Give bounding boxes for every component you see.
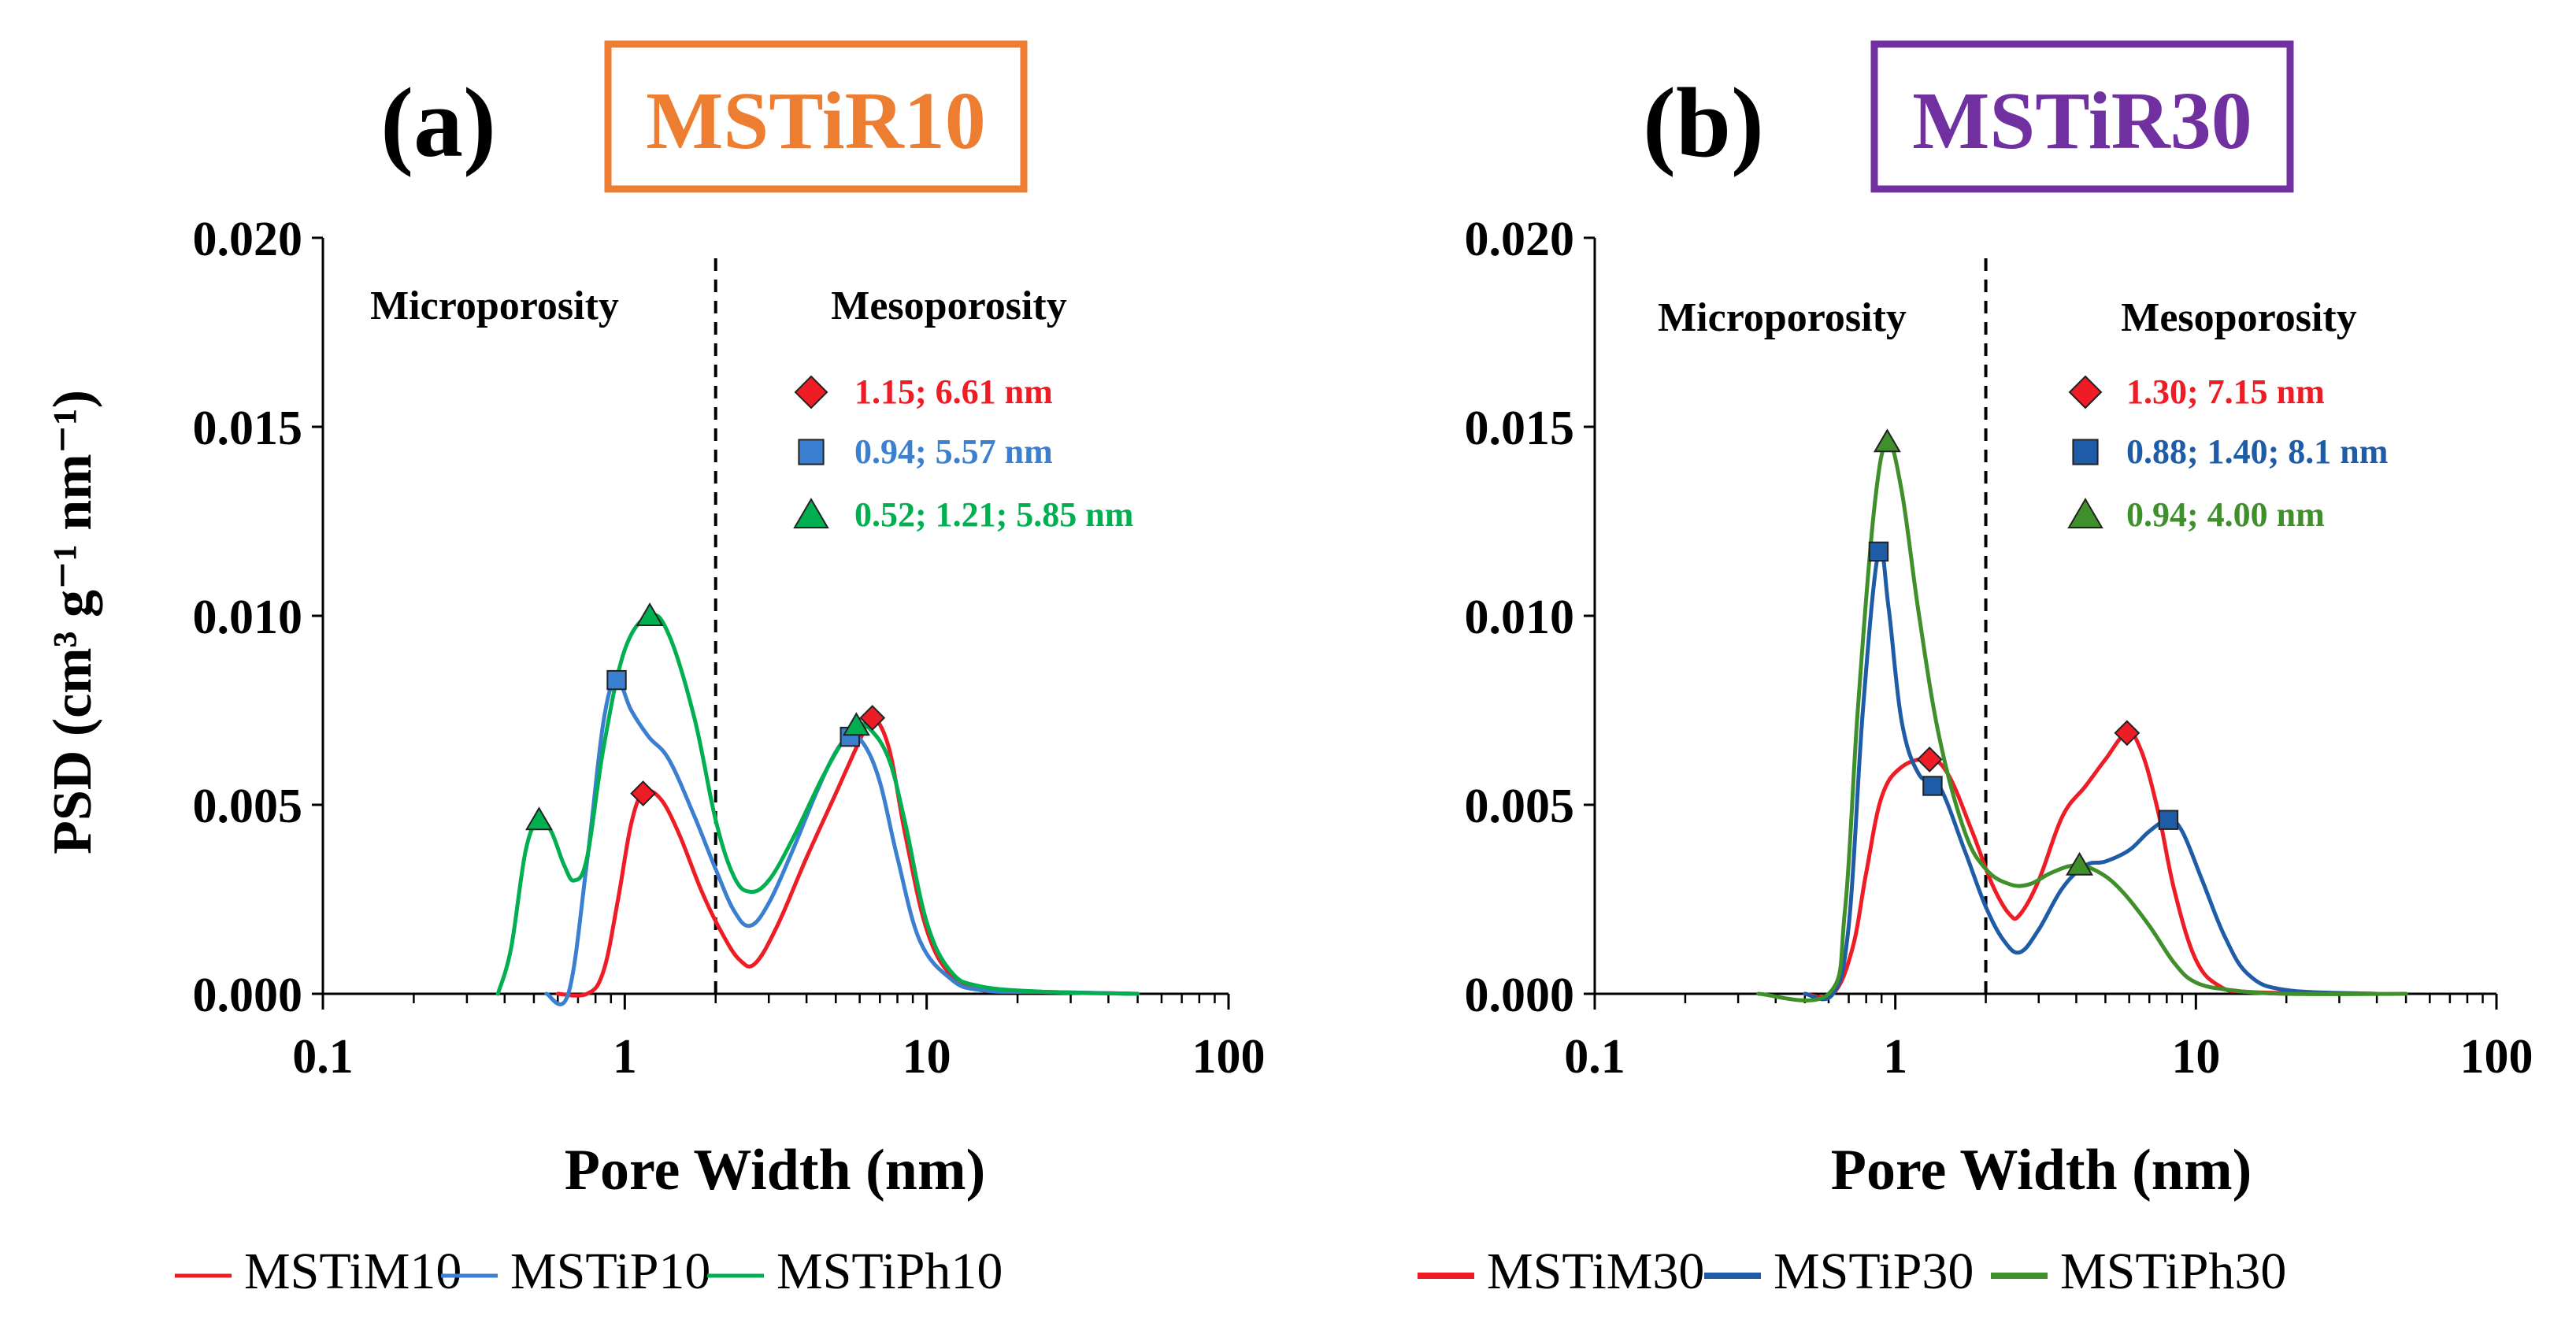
data-marker-MSTiPh30 — [2066, 851, 2094, 876]
legend-marker-diamond — [2068, 375, 2103, 409]
data-marker-MSTiM10 — [859, 705, 886, 732]
data-marker-MSTiM30 — [2114, 720, 2140, 747]
microporosity-label: Microporosity — [370, 283, 619, 328]
legend-marker-triangle — [793, 498, 829, 528]
legend-label-MSTiP30: MSTiP30 — [1774, 1243, 1974, 1300]
data-marker-MSTiPh10 — [524, 806, 553, 831]
data-marker-MSTiPh10 — [842, 712, 870, 736]
y-tick-label: 0.000 — [193, 969, 303, 1022]
x-tick-label: 10 — [903, 1030, 951, 1084]
data-marker-MSTiP30 — [1922, 776, 1943, 796]
legend-label-MSTiPh30: MSTiPh30 — [2060, 1243, 2286, 1300]
x-tick-label: 100 — [1192, 1030, 1266, 1084]
panel-a-title-box — [604, 40, 1028, 193]
mesoporosity-label: Mesoporosity — [2121, 295, 2356, 340]
panel-a-title: MSTiR10 — [646, 76, 986, 166]
y-tick-label: 0.010 — [193, 591, 303, 644]
chart-panel-b: 0.000 0.005 0.010 0.015 0.020 0.1 1 10 100 Microp… — [1465, 213, 2533, 1084]
microporosity-label: Microporosity — [1658, 295, 1907, 340]
series-line-MSTiM30 — [1803, 731, 2341, 1000]
data-marker-MSTiM10 — [630, 780, 657, 807]
y-tick-label: 0.000 — [1465, 969, 1575, 1022]
y-tick-label: 0.015 — [193, 402, 303, 455]
y-tick-label: 0.005 — [1465, 780, 1575, 833]
peak-annotation: 1.30; 7.15 nm — [2126, 372, 2325, 411]
peak-annotation: 0.52; 1.21; 5.85 nm — [854, 495, 1133, 534]
series-line-MSTiPh10 — [495, 613, 1140, 996]
panel-a-label: (a) — [380, 69, 496, 178]
x-tick-label: 1 — [613, 1030, 637, 1084]
series-line-MSTiP10 — [544, 678, 1140, 1006]
x-tick-label: 1 — [1883, 1030, 1907, 1084]
legend-label-MSTiM30: MSTiM30 — [1487, 1243, 1704, 1300]
y-tick-label: 0.005 — [193, 780, 303, 833]
legend-label-MSTiM10: MSTiM10 — [244, 1243, 461, 1300]
x-axis-title-a: Pore Width (nm) — [565, 1138, 985, 1202]
legend-label-MSTiP10: MSTiP10 — [510, 1243, 710, 1300]
peak-annotation: 0.94; 5.57 nm — [854, 432, 1053, 471]
panel-b-title: MSTiR30 — [1912, 76, 2252, 166]
y-tick-label: 0.015 — [1465, 402, 1575, 455]
y-tick-label: 0.010 — [1465, 591, 1575, 644]
x-tick-label: 10 — [2171, 1030, 2220, 1084]
x-tick-label: 100 — [2460, 1030, 2533, 1084]
peak-annotation: 1.15; 6.61 nm — [854, 372, 1053, 411]
data-marker-MSTiPh30 — [1873, 428, 1901, 453]
data-marker-MSTiPh10 — [636, 602, 664, 626]
data-marker-MSTiP10 — [606, 669, 627, 691]
y-axis-title: PSD (cm³ g⁻¹ nm⁻¹) — [43, 390, 103, 854]
data-marker-MSTiM30 — [1916, 746, 1943, 773]
legend-marker-triangle — [2067, 498, 2103, 528]
legend-a: MSTiM10 MSTiP10 MSTiPh10 — [175, 1243, 1003, 1300]
series-line-MSTiP30 — [1803, 545, 2379, 1002]
series-line-MSTiPh30 — [1756, 439, 2408, 1002]
data-marker-MSTiP30 — [2158, 810, 2179, 830]
panel-b-label: (b) — [1643, 69, 1764, 178]
x-tick-label: 0.1 — [292, 1030, 354, 1084]
legend-marker-diamond — [794, 375, 828, 409]
x-tick-label: 0.1 — [1564, 1030, 1625, 1084]
peak-annotation: 0.88; 1.40; 8.1 nm — [2126, 432, 2388, 471]
x-axis-title-b: Pore Width (nm) — [1831, 1138, 2252, 1202]
legend-marker-square — [2072, 439, 2099, 465]
legend-label-MSTiPh10: MSTiPh10 — [777, 1243, 1003, 1300]
legend-b: MSTiM30 MSTiP30 MSTiPh30 — [1418, 1243, 2286, 1300]
panel-b-title-box — [1870, 40, 2294, 193]
legend-marker-square — [798, 439, 825, 465]
y-tick-label: 0.020 — [1465, 213, 1575, 266]
peak-annotation: 0.94; 4.00 nm — [2126, 495, 2325, 534]
mesoporosity-label: Mesoporosity — [831, 283, 1066, 328]
series-line-MSTiM10 — [555, 716, 1140, 998]
y-tick-label: 0.020 — [193, 213, 303, 266]
chart-panel-a: 0.000 0.005 0.010 0.015 0.020 0.1 1 10 100 Microp… — [193, 213, 1266, 1084]
data-marker-MSTiP30 — [1868, 541, 1889, 562]
